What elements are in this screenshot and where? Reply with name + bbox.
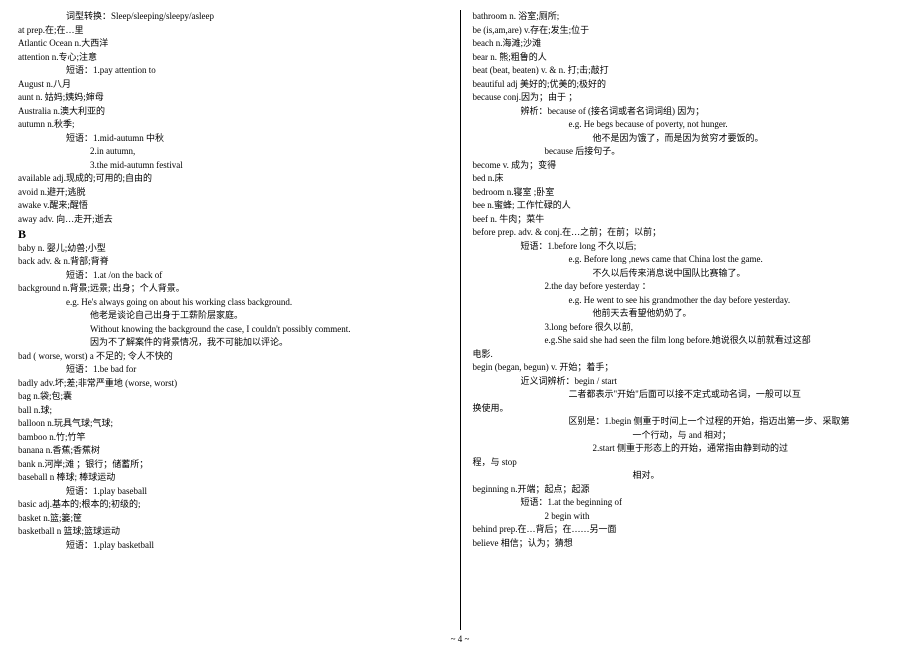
right-line: bed n.床	[473, 172, 903, 186]
left-line: balloon n.玩具气球;气球;	[18, 417, 448, 431]
right-line: 不久以后传来消息说中国队比赛输了。	[473, 267, 903, 281]
right-line: 一个行动，与 and 相对；	[473, 429, 903, 443]
right-line: 辨析：because of (接名词或者名词词组) 因为；	[473, 105, 903, 119]
left-line: bank n.河岸;滩 ；银行；储蓄所；	[18, 458, 448, 472]
left-line: Atlantic Ocean n.大西洋	[18, 37, 448, 51]
left-line: 2.in autumn,	[18, 145, 448, 159]
left-line: 短语：1.at /on the back of	[18, 269, 448, 283]
left-line: basketball n 篮球;篮球运动	[18, 525, 448, 539]
right-line: bee n.蜜蜂; 工作忙碌的人	[473, 199, 903, 213]
left-line: 他老是谈论自己出身于工薪阶层家庭。	[18, 309, 448, 323]
left-line: avoid n.避开;逃脱	[18, 186, 448, 200]
right-line: begin (began, begun) v. 开始；着手；	[473, 361, 903, 375]
right-line: 他前天去看望他奶奶了。	[473, 307, 903, 321]
left-line: August n.八月	[18, 78, 448, 92]
right-line: 短语：1.before long 不久以后;	[473, 240, 903, 254]
right-line: beat (beat, beaten) v. & n. 打;击;敲打	[473, 64, 903, 78]
left-line: 短语：1.play basketball	[18, 539, 448, 553]
left-line: 词型转换：Sleep/sleeping/sleepy/asleep	[18, 10, 448, 24]
right-line: beef n. 牛肉；菜牛	[473, 213, 903, 227]
right-line: bear n. 熊;粗鲁的人	[473, 51, 903, 65]
left-line: at prep.在;在…里	[18, 24, 448, 38]
left-line: away adv. 向…走开;逝去	[18, 213, 448, 227]
right-line: beautiful adj 美好的;优美的;极好的	[473, 78, 903, 92]
right-line: 2.the day before yesterday ：	[473, 280, 903, 294]
left-line: bad ( worse, worst) a 不足的; 令人不快的	[18, 350, 448, 364]
right-line: 2 begin with	[473, 510, 903, 524]
right-line: beach n.海滩;沙滩	[473, 37, 903, 51]
right-line: 近义词辨析：begin / start	[473, 375, 903, 389]
left-line: B	[18, 228, 448, 242]
left-line: 3.the mid-autumn festival	[18, 159, 448, 173]
right-line: 区别是：1.begin 侧重于时间上一个过程的开始，指迈出第一步、采取第	[473, 415, 903, 429]
right-line: e.g. He begs because of poverty, not hun…	[473, 118, 903, 132]
left-line: background n.背景;远景; 出身；个人背景。	[18, 282, 448, 296]
right-line: e.g.She said she had seen the film long …	[473, 334, 903, 348]
left-line: bag n.袋;包;囊	[18, 390, 448, 404]
left-line: badly adv.坏;差;非常严重地 (worse, worst)	[18, 377, 448, 391]
left-line: aunt n. 姑妈;姨妈;婶母	[18, 91, 448, 105]
left-line: basket n.篮;篓;筐	[18, 512, 448, 526]
right-line: 换使用。	[473, 402, 903, 416]
left-line: Australia n.澳大利亚的	[18, 105, 448, 119]
right-line: bedroom n.寝室 ;卧室	[473, 186, 903, 200]
left-line: attention n.专心;注意	[18, 51, 448, 65]
right-line: 他不是因为饿了，而是因为贫穷才要饭的。	[473, 132, 903, 146]
right-line: believe 相信；认为；猜想	[473, 537, 903, 551]
right-line: because 后接句子。	[473, 145, 903, 159]
right-line: 短语：1.at the beginning of	[473, 496, 903, 510]
page-footer: ~ 4 ~	[0, 630, 920, 644]
left-line: banana n.香蕉;香蕉树	[18, 444, 448, 458]
right-line: 二者都表示"开始"后面可以接不定式或动名词，一般可以互	[473, 388, 903, 402]
left-line: ball n.球;	[18, 404, 448, 418]
right-line: 相对。	[473, 469, 903, 483]
left-line: 短语：1.pay attention to	[18, 64, 448, 78]
left-line: 短语：1.mid-autumn 中秋	[18, 132, 448, 146]
right-line: bathroom n. 浴室;厕所;	[473, 10, 903, 24]
left-line: Without knowing the background the case,…	[18, 323, 448, 337]
right-line: 程，与 stop	[473, 456, 903, 470]
right-line: beginning n.开端；起点；起源	[473, 483, 903, 497]
right-column: bathroom n. 浴室;厕所;be (is,am,are) v.存在;发生…	[460, 10, 903, 630]
left-line: awake v.醒来;醒悟	[18, 199, 448, 213]
right-line: 2.start 侧重于形态上的开始，通常指由静到动的过	[473, 442, 903, 456]
left-line: e.g. He's always going on about his work…	[18, 296, 448, 310]
left-line: back adv. & n.背部;背脊	[18, 255, 448, 269]
page-container: 词型转换：Sleep/sleeping/sleepy/asleepat prep…	[0, 0, 920, 630]
left-line: 短语：1.be bad for	[18, 363, 448, 377]
left-line: autumn n.秋季;	[18, 118, 448, 132]
left-column: 词型转换：Sleep/sleeping/sleepy/asleepat prep…	[18, 10, 460, 630]
right-line: be (is,am,are) v.存在;发生;位于	[473, 24, 903, 38]
right-line: become v. 成为；变得	[473, 159, 903, 173]
right-line: 3.long before 很久以前,	[473, 321, 903, 335]
left-line: 因为不了解案件的背景情况，我不可能加以评论。	[18, 336, 448, 350]
right-line: e.g. He went to see his grandmother the …	[473, 294, 903, 308]
left-line: basic adj.基本的;根本的;初级的;	[18, 498, 448, 512]
right-line: because conj.因为；由于 ；	[473, 91, 903, 105]
right-line: behind prep.在…背后；在……另一面	[473, 523, 903, 537]
right-line: 电影.	[473, 348, 903, 362]
left-line: baby n. 婴儿;幼兽;小型	[18, 242, 448, 256]
left-line: bamboo n.竹;竹竿	[18, 431, 448, 445]
right-line: e.g. Before long ,news came that China l…	[473, 253, 903, 267]
left-line: available adj.现成的;可用的;自由的	[18, 172, 448, 186]
right-line: before prep. adv. & conj.在…之前；在前；以前；	[473, 226, 903, 240]
left-line: 短语：1.play baseball	[18, 485, 448, 499]
left-line: baseball n 棒球; 棒球运动	[18, 471, 448, 485]
